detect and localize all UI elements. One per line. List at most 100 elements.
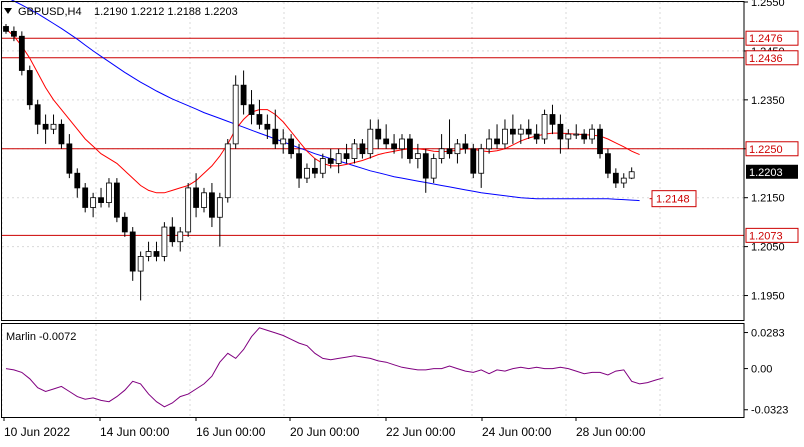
candle-body-bull xyxy=(589,128,595,140)
candle-body-bear xyxy=(533,133,540,140)
level-label: 1.2476 xyxy=(749,33,783,45)
current-price-label: 1.2203 xyxy=(749,167,783,179)
candle xyxy=(509,114,516,144)
ma-value-label: 1.2148 xyxy=(656,194,690,206)
candle xyxy=(383,124,390,149)
candle-body-bear xyxy=(288,138,295,155)
candle xyxy=(446,119,453,159)
candle-body-bear xyxy=(169,226,176,243)
candle-body-bull xyxy=(486,138,493,150)
candle xyxy=(612,168,619,188)
candle-body-bear xyxy=(272,128,279,145)
osc-tick-label: 0.0283 xyxy=(751,328,785,340)
candle-body-bear xyxy=(407,138,413,159)
osc-tick-label: -0.0323 xyxy=(751,405,788,417)
candle xyxy=(533,124,540,144)
candle xyxy=(565,129,572,149)
panel-frames xyxy=(1,1,745,418)
candle xyxy=(335,148,342,174)
level-label: 1.2250 xyxy=(749,144,783,156)
oscillator-line xyxy=(5,327,664,408)
triangle-down-icon[interactable] xyxy=(4,8,12,14)
candle xyxy=(327,148,334,169)
candle xyxy=(517,124,524,144)
candle-body-bear xyxy=(581,133,588,140)
candle-body-bear xyxy=(129,231,136,272)
candle-body-bear xyxy=(82,187,89,208)
candle-body-bull xyxy=(335,153,342,164)
candle xyxy=(628,167,635,180)
oscillator-panel-frame xyxy=(1,323,745,418)
candle xyxy=(557,114,564,154)
candle-body-bear xyxy=(113,182,120,218)
candle-body-bear xyxy=(248,104,255,115)
price-tick-label: 1.2550 xyxy=(751,0,785,9)
candle xyxy=(34,99,41,135)
candle xyxy=(502,119,508,149)
candle-body-bear xyxy=(327,158,334,164)
candle-body-bear xyxy=(3,26,9,32)
candle-body-bear xyxy=(58,123,65,145)
candle xyxy=(605,148,611,179)
candle xyxy=(232,75,239,149)
price-tick-label: 1.1950 xyxy=(751,291,785,303)
candle xyxy=(399,134,405,159)
candle xyxy=(129,227,136,281)
time-tick-label: 14 Jun 00:00 xyxy=(100,425,170,439)
candle-body-bear xyxy=(391,143,397,150)
candle xyxy=(391,134,397,154)
candle-body-bear xyxy=(311,167,318,174)
level-label: 1.2073 xyxy=(749,230,783,242)
candle xyxy=(121,212,128,237)
price-tick-label: 1.2350 xyxy=(751,95,785,107)
time-axis: 10 Jun 2022 14 Jun 00:00 16 Jun 00:00 20 Ju… xyxy=(3,417,646,439)
symbol-timeframe: GBPUSD,H4 xyxy=(18,6,82,18)
candle xyxy=(581,129,588,144)
candle-body-bear xyxy=(462,143,469,150)
candle xyxy=(145,241,152,262)
ohlc-values: 1.2190 1.2212 1.2188 1.2203 xyxy=(94,6,238,18)
candle-body-bull xyxy=(541,114,548,140)
candle xyxy=(414,143,421,169)
candle xyxy=(3,24,9,34)
current-price-box xyxy=(746,164,798,179)
candle xyxy=(454,138,461,164)
candle-body-bull xyxy=(90,197,97,208)
candle-body-bull xyxy=(185,187,192,233)
candle-body-bear xyxy=(98,197,104,203)
candle xyxy=(422,148,429,193)
indicator-label: Marlin -0.0072 xyxy=(6,331,76,343)
candle xyxy=(462,134,469,154)
candle xyxy=(375,119,382,149)
candle xyxy=(438,134,445,164)
price-tick-label: 1.2050 xyxy=(751,242,785,254)
candle-body-bull xyxy=(478,148,485,174)
candle-body-bear xyxy=(612,172,619,184)
main-panel-frame xyxy=(1,1,745,321)
candle-body-bear xyxy=(296,153,302,179)
time-tick-label: 28 Jun 00:00 xyxy=(576,425,646,439)
candle-body-bull xyxy=(430,158,437,179)
candle xyxy=(248,90,255,125)
candle-body-bull xyxy=(201,192,207,208)
candle xyxy=(216,192,223,247)
candle xyxy=(311,158,318,179)
time-tick-label: 10 Jun 2022 xyxy=(4,425,70,439)
candle xyxy=(90,192,97,218)
level-label-box xyxy=(745,141,799,157)
candle xyxy=(66,134,73,179)
ma-value-box xyxy=(651,190,697,208)
candle xyxy=(106,178,112,208)
candle xyxy=(597,124,603,159)
candle xyxy=(240,70,247,115)
candle-body-bull xyxy=(106,182,112,203)
candle xyxy=(304,163,310,184)
candle xyxy=(549,104,556,135)
candle xyxy=(407,134,413,164)
price-axis: 1.25501.24501.23501.22501.21501.20501.19… xyxy=(744,0,799,417)
candle xyxy=(296,143,302,188)
candle-body-bear xyxy=(34,104,41,125)
